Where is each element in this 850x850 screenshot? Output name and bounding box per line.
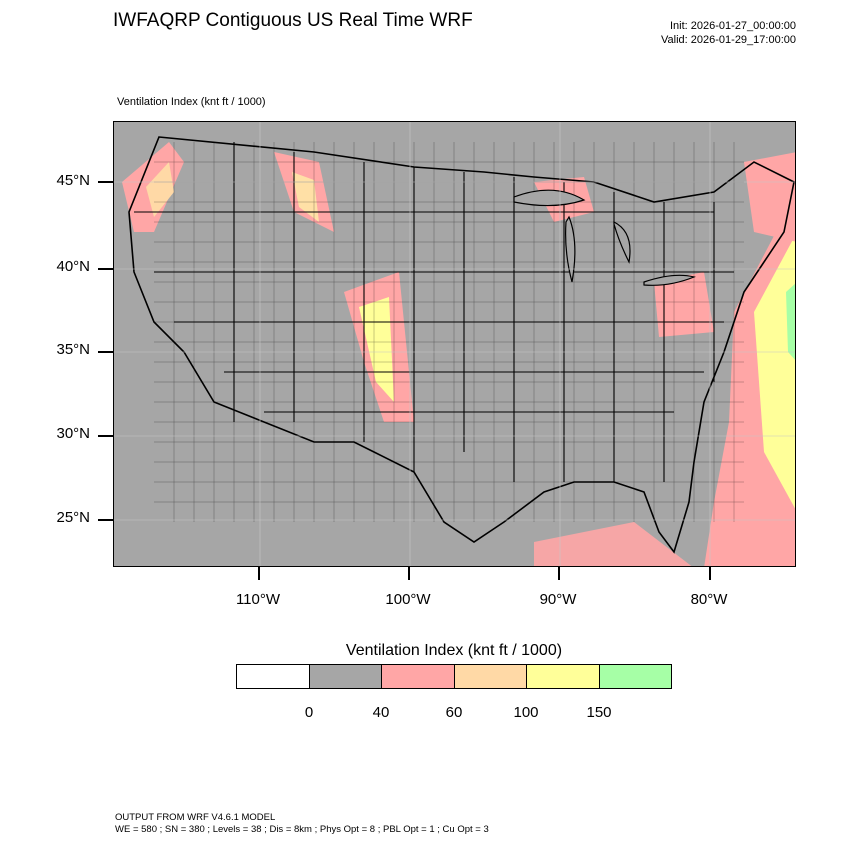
lon-label-80: 80°W [690, 591, 728, 608]
lat-tick [98, 268, 113, 270]
legend-swatch-5 [599, 665, 671, 688]
lon-label-110: 110°W [235, 591, 281, 608]
vi-shade-appalachian [654, 272, 714, 337]
vi-shading [122, 142, 795, 566]
lon-tick [408, 567, 410, 580]
lat-tick [98, 435, 113, 437]
footer-config: WE = 580 ; SN = 380 ; Levels = 38 ; Dis … [115, 824, 489, 835]
vi-shade-gulf [534, 522, 692, 566]
legend-label-100: 100 [513, 704, 539, 721]
lon-tick [258, 567, 260, 580]
legend-swatch-4 [527, 665, 600, 688]
lat-tick [98, 181, 113, 183]
legend-swatch-2 [382, 665, 455, 688]
legend-swatch-0 [237, 665, 310, 688]
lon-tick [709, 567, 711, 580]
county-grid [154, 142, 744, 522]
vi-shade-plains-core [359, 297, 394, 402]
lat-tick [98, 351, 113, 353]
lon-label-100: 100°W [385, 591, 431, 608]
vi-shade-atlantic-inner [754, 235, 795, 509]
lon-label-90: 90°W [539, 591, 577, 608]
lon-tick [558, 567, 560, 580]
init-time: Init: 2026-01-27_00:00:00 [670, 20, 796, 32]
footer-model: OUTPUT FROM WRF V4.6.1 MODEL [115, 812, 276, 823]
vi-shade-pnw-core [146, 162, 174, 217]
vi-shade-rockies-core [292, 172, 319, 222]
lat-label-45: 45°N [56, 172, 90, 189]
legend-bar [236, 664, 672, 689]
lat-label-25: 25°N [56, 509, 90, 526]
lat-label-35: 35°N [56, 341, 90, 358]
legend-title: Ventilation Index (knt ft / 1000) [345, 642, 563, 659]
lat-tick [98, 519, 113, 521]
vi-shade-new-england [744, 152, 795, 242]
legend-label-60: 60 [445, 704, 463, 721]
lat-label-30: 30°N [56, 425, 90, 442]
legend-label-0: 0 [304, 704, 314, 721]
vi-shade-atlantic-green [786, 283, 795, 360]
state-lines [134, 142, 734, 482]
valid-time: Valid: 2026-01-29_17:00:00 [661, 34, 796, 46]
graticule [114, 122, 795, 566]
legend-swatch-1 [309, 665, 382, 688]
legend-label-40: 40 [372, 704, 390, 721]
legend-swatch-3 [454, 665, 527, 688]
field-label: Ventilation Index (knt ft / 1000) [117, 96, 266, 108]
us-outline [128, 136, 795, 554]
plot-title: IWFAQRP Contiguous US Real Time WRF [113, 10, 473, 31]
legend-label-150: 150 [586, 704, 612, 721]
great-lakes [513, 189, 696, 286]
map-panel [113, 121, 796, 567]
lat-label-40: 40°N [56, 258, 90, 275]
map-svg [114, 122, 795, 566]
